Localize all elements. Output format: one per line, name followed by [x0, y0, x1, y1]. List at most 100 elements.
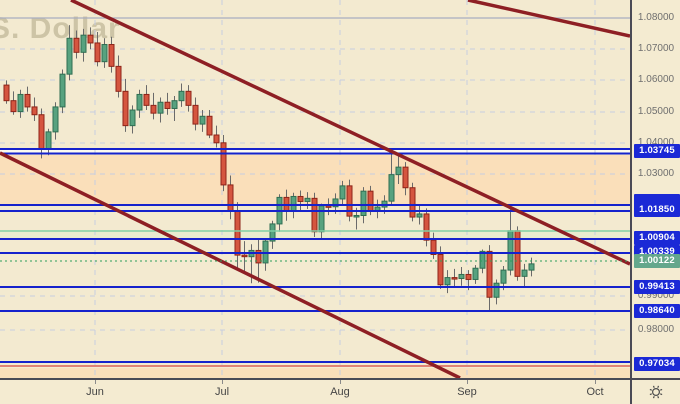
candle-up: [157, 97, 164, 123]
candle-up: [101, 38, 108, 68]
candle-up: [262, 237, 269, 271]
candle-body: [73, 37, 80, 53]
candle-body: [80, 34, 87, 53]
candle-body: [346, 185, 353, 217]
price-axis[interactable]: 1.08000 1.07000 1.06000 1.05000 1.04000 1.030…: [630, 0, 680, 378]
candle-up: [52, 102, 59, 140]
candle-up: [276, 194, 283, 232]
candle-up: [178, 83, 185, 107]
candle-up: [199, 110, 206, 132]
candle-body: [52, 106, 59, 133]
candle-body: [255, 249, 262, 264]
candle-up: [136, 89, 143, 118]
candle-down: [143, 85, 150, 111]
candle-body: [108, 44, 115, 67]
candle-body: [332, 198, 339, 208]
candle-body: [94, 42, 101, 63]
candle-up: [416, 205, 423, 225]
candle-body: [472, 267, 479, 280]
candle-body: [297, 195, 304, 202]
candle-down: [255, 239, 262, 283]
time-axis-tick: [95, 380, 96, 384]
price-axis-label: 1.04000: [637, 137, 675, 148]
price-axis-label: 1.05000: [637, 106, 675, 117]
candle-up: [458, 266, 465, 286]
current-price-badge: 1.00122: [634, 254, 680, 268]
candle-body: [500, 269, 507, 284]
candle-up: [521, 263, 528, 287]
candle-down: [164, 92, 171, 115]
candle-body: [241, 254, 248, 258]
candle-body: [185, 90, 192, 106]
candle-body: [269, 223, 276, 242]
price-level-badge: 1.00904: [634, 231, 680, 245]
candle-body: [486, 250, 493, 298]
candle-up: [17, 89, 24, 118]
candle-down: [31, 97, 38, 121]
candle-body: [136, 93, 143, 111]
candle-down: [73, 30, 80, 59]
price-axis-label: 0.98000: [637, 324, 675, 335]
candlestick-chart: [0, 0, 630, 378]
candle-body: [192, 104, 199, 125]
candle-down: [87, 27, 94, 50]
descending-trendline: [0, 151, 461, 378]
price-axis-label: 0.99000: [637, 290, 675, 301]
axis-settings-corner[interactable]: [630, 378, 680, 404]
time-axis[interactable]: Jun Jul Aug Sep Oct: [0, 378, 630, 404]
candle-body: [430, 239, 437, 255]
candle-body: [528, 263, 535, 271]
chart-canvas[interactable]: S. Dollar: [0, 0, 630, 378]
candle-down: [297, 190, 304, 212]
candle-up: [66, 25, 73, 81]
candle-body: [143, 93, 150, 106]
candle-up: [80, 28, 87, 62]
price-axis-label: 1.07000: [637, 43, 675, 54]
candle-up: [493, 279, 500, 305]
candle-down: [213, 125, 220, 148]
settings-gear-icon[interactable]: [647, 383, 665, 401]
candle-up: [59, 69, 66, 114]
candle-down: [486, 245, 493, 311]
candle-body: [444, 277, 451, 286]
candle-body: [3, 84, 10, 102]
candle-body: [178, 90, 185, 102]
price-axis-label: 1.08000: [637, 12, 675, 23]
candle-down: [241, 241, 248, 273]
candle-body: [199, 115, 206, 125]
price-level-badge: 0.98640: [634, 304, 680, 318]
candle-body: [360, 190, 367, 216]
candle-up: [171, 96, 178, 121]
candle-down: [185, 85, 192, 112]
candle-body: [325, 205, 332, 208]
candle-down: [220, 135, 227, 192]
candle-body: [353, 214, 360, 218]
candle-body: [220, 142, 227, 186]
candle-up: [472, 265, 479, 284]
price-axis-label: 1.06000: [637, 74, 675, 85]
time-axis-tick: [340, 380, 341, 384]
candle-body: [290, 195, 297, 212]
price-level-badge: 1.03745: [634, 144, 680, 158]
candle-body: [234, 210, 241, 256]
candle-body: [402, 166, 409, 189]
time-axis-tick: [222, 380, 223, 384]
candle-body: [416, 213, 423, 218]
candle-body: [10, 100, 17, 113]
candle-body: [388, 174, 395, 202]
candle-body: [150, 104, 157, 114]
candle-body: [304, 197, 311, 202]
candle-body: [129, 109, 136, 127]
candle-body: [87, 34, 94, 44]
time-axis-tick: [595, 380, 596, 384]
candle-down: [430, 232, 437, 259]
price-axis-label: 1.03000: [637, 168, 675, 179]
candle-down: [206, 110, 213, 139]
candle-body: [367, 190, 374, 212]
candle-body: [227, 184, 234, 212]
candle-body: [521, 269, 528, 277]
candle-down: [94, 32, 101, 67]
candle-body: [157, 101, 164, 114]
candle-down: [122, 78, 129, 132]
time-axis-month-label: Jul: [214, 386, 230, 398]
